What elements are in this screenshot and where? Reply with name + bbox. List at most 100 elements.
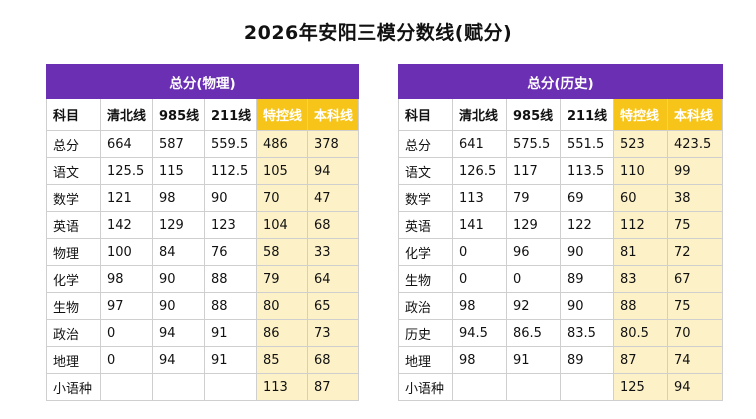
score-cell: 86 xyxy=(256,319,308,347)
table-row: 英语 142 129 123 104 68 xyxy=(46,211,360,239)
score-cell: 110 xyxy=(613,157,668,185)
score-cell: 72 xyxy=(666,238,724,266)
table-row: 数学 113 79 69 60 38 xyxy=(398,184,724,212)
column-header: 清北线 xyxy=(452,98,507,131)
table-row: 总分 664 587 559.5 486 378 xyxy=(46,130,360,158)
score-cell: 87 xyxy=(306,373,360,401)
column-header: 985线 xyxy=(506,98,561,131)
score-cell: 94.5 xyxy=(452,319,507,347)
score-cell: 113 xyxy=(452,184,507,212)
column-header: 清北线 xyxy=(100,98,153,131)
score-cell: 378 xyxy=(306,130,360,158)
score-cell: 74 xyxy=(666,346,724,374)
subject-cell: 语文 xyxy=(398,157,453,185)
page-title: 2026年安阳三模分数线(赋分) xyxy=(243,22,513,44)
table-row: 化学 98 90 88 79 64 xyxy=(46,265,360,293)
score-cell: 80 xyxy=(256,292,308,320)
table-row: 地理 98 91 89 87 74 xyxy=(398,346,724,374)
score-cell: 90 xyxy=(560,238,614,266)
score-cell: 92 xyxy=(506,292,561,320)
score-cell: 125 xyxy=(613,373,668,401)
table-row: 生物 0 0 89 83 67 xyxy=(398,265,724,293)
column-header-row: 科目 清北线 985线 211线 特控线 本科线 xyxy=(398,98,724,131)
table-row: 语文 126.5 117 113.5 110 99 xyxy=(398,157,724,185)
score-cell: 575.5 xyxy=(506,130,561,158)
score-cell: 105 xyxy=(256,157,308,185)
subject-cell: 小语种 xyxy=(398,373,453,401)
score-cell: 142 xyxy=(100,211,153,239)
score-cell: 587 xyxy=(152,130,205,158)
column-header: 本科线 xyxy=(666,98,724,131)
score-cell: 113.5 xyxy=(560,157,614,185)
table-header: 总分(物理) xyxy=(45,64,360,99)
column-header: 科目 xyxy=(398,98,453,131)
score-cell: 98 xyxy=(452,292,507,320)
table-header: 总分(历史) xyxy=(397,64,724,99)
score-cell: 87 xyxy=(613,346,668,374)
score-cell: 129 xyxy=(506,211,561,239)
subject-cell: 数学 xyxy=(398,184,453,212)
score-cell xyxy=(100,373,153,401)
table-row: 英语 141 129 122 112 75 xyxy=(398,211,724,239)
table-row: 数学 121 98 90 70 47 xyxy=(46,184,360,212)
table-row: 历史 94.5 86.5 83.5 80.5 70 xyxy=(398,319,724,347)
score-cell: 141 xyxy=(452,211,507,239)
column-header: 985线 xyxy=(152,98,205,131)
column-header: 211线 xyxy=(560,98,614,131)
score-cell: 90 xyxy=(204,184,257,212)
score-cell xyxy=(452,373,507,401)
score-cell: 97 xyxy=(100,292,153,320)
score-cell: 559.5 xyxy=(204,130,257,158)
score-cell: 88 xyxy=(204,292,257,320)
subject-cell: 政治 xyxy=(398,292,453,320)
score-cell: 122 xyxy=(560,211,614,239)
score-cell: 81 xyxy=(613,238,668,266)
score-cell: 38 xyxy=(666,184,724,212)
table-row: 总分 641 575.5 551.5 523 423.5 xyxy=(398,130,724,158)
score-cell: 60 xyxy=(613,184,668,212)
score-cell: 85 xyxy=(256,346,308,374)
score-cell: 79 xyxy=(506,184,561,212)
score-cell: 70 xyxy=(666,319,724,347)
score-cell: 86.5 xyxy=(506,319,561,347)
score-cell: 98 xyxy=(100,265,153,293)
subject-cell: 化学 xyxy=(398,238,453,266)
score-cell: 96 xyxy=(506,238,561,266)
score-cell: 84 xyxy=(152,238,205,266)
score-cell: 70 xyxy=(256,184,308,212)
score-cell: 112 xyxy=(613,211,668,239)
score-cell: 100 xyxy=(100,238,153,266)
score-cell: 98 xyxy=(452,346,507,374)
score-cell: 80.5 xyxy=(613,319,668,347)
subject-cell: 小语种 xyxy=(46,373,101,401)
subject-cell: 地理 xyxy=(46,346,101,374)
score-cell: 104 xyxy=(256,211,308,239)
score-cell: 94 xyxy=(666,373,724,401)
score-cell: 94 xyxy=(152,346,205,374)
subject-cell: 总分 xyxy=(398,130,453,158)
score-cell: 123 xyxy=(204,211,257,239)
score-cell: 33 xyxy=(306,238,360,266)
score-cell: 89 xyxy=(560,265,614,293)
subject-cell: 政治 xyxy=(46,319,101,347)
table-row: 语文 125.5 115 112.5 105 94 xyxy=(46,157,360,185)
score-cell: 91 xyxy=(204,346,257,374)
score-cell: 88 xyxy=(204,265,257,293)
subject-cell: 地理 xyxy=(398,346,453,374)
score-cell: 99 xyxy=(666,157,724,185)
subject-cell: 生物 xyxy=(46,292,101,320)
score-cell: 83 xyxy=(613,265,668,293)
score-cell: 117 xyxy=(506,157,561,185)
score-cell: 486 xyxy=(256,130,308,158)
score-cell xyxy=(506,373,561,401)
table-title: 总分(物理) xyxy=(45,64,360,99)
score-cell: 58 xyxy=(256,238,308,266)
history-score-table: 总分(历史) 科目 清北线 985线 211线 特控线 本科线 总分 641 575.5 551.5… xyxy=(397,64,724,401)
score-cell: 64 xyxy=(306,265,360,293)
subject-cell: 生物 xyxy=(398,265,453,293)
score-cell: 91 xyxy=(506,346,561,374)
subject-cell: 历史 xyxy=(398,319,453,347)
score-cell xyxy=(152,373,205,401)
score-cell: 90 xyxy=(560,292,614,320)
column-header: 211线 xyxy=(204,98,257,131)
